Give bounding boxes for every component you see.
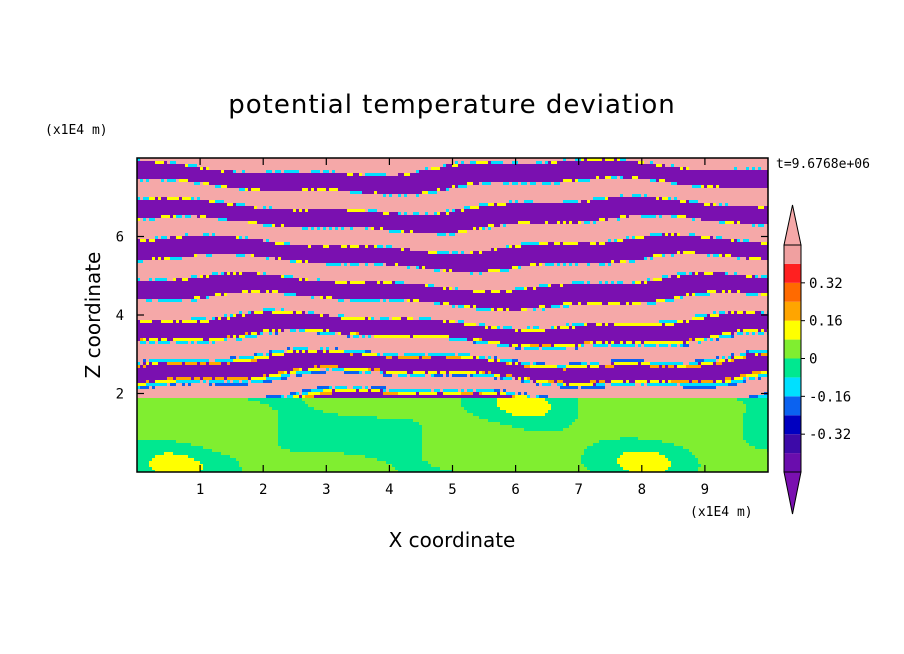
- x-axis-label: X coordinate: [389, 528, 516, 552]
- x-tick-label: 2: [259, 482, 267, 498]
- colorbar-under-triangle: [784, 472, 801, 514]
- colorbar-segment: [784, 359, 801, 378]
- colorbar: 0.32 0.16 0 -0.16 -0.32: [784, 205, 851, 514]
- x-tick-label: 3: [322, 482, 330, 498]
- colorbar-segment: [784, 245, 801, 264]
- contour-field: [137, 158, 771, 474]
- colorbar-segment: [784, 302, 801, 321]
- colorbar-segment: [784, 396, 801, 415]
- x-tick-label: 1: [196, 482, 204, 498]
- y-tick-label: 6: [116, 230, 124, 246]
- colorbar-tick-label: 0.16: [809, 314, 843, 330]
- colorbar-over-triangle: [784, 205, 801, 245]
- y-axis-label: Z coordinate: [81, 252, 105, 379]
- chart-title: potential temperature deviation: [228, 90, 675, 120]
- y-tick-label: 4: [116, 308, 124, 324]
- colorbar-segment: [784, 453, 801, 472]
- y-tick-label: 2: [116, 387, 124, 403]
- x-unit-label: (x1E4 m): [690, 505, 753, 520]
- x-tick-label: 5: [448, 482, 456, 498]
- x-tick-label: 9: [701, 482, 709, 498]
- colorbar-segment: [784, 321, 801, 340]
- colorbar-tick-label: 0: [809, 352, 817, 368]
- x-tick-label: 6: [511, 482, 519, 498]
- colorbar-tick-label: -0.32: [809, 427, 851, 443]
- y-unit-label: (x1E4 m): [45, 123, 108, 138]
- colorbar-segment: [784, 340, 801, 359]
- colorbar-segment: [784, 415, 801, 434]
- colorbar-tick-label: -0.16: [809, 389, 851, 405]
- colorbar-segment: [784, 377, 801, 396]
- colorbar-segment: [784, 283, 801, 302]
- x-tick-label: 4: [385, 482, 393, 498]
- colorbar-tick-label: 0.32: [809, 276, 843, 292]
- colorbar-segment: [784, 264, 801, 283]
- colorbar-segment: [784, 434, 801, 453]
- x-tick-label: 7: [574, 482, 582, 498]
- x-tick-label: 8: [638, 482, 646, 498]
- time-label: t=9.6768e+06: [776, 157, 870, 172]
